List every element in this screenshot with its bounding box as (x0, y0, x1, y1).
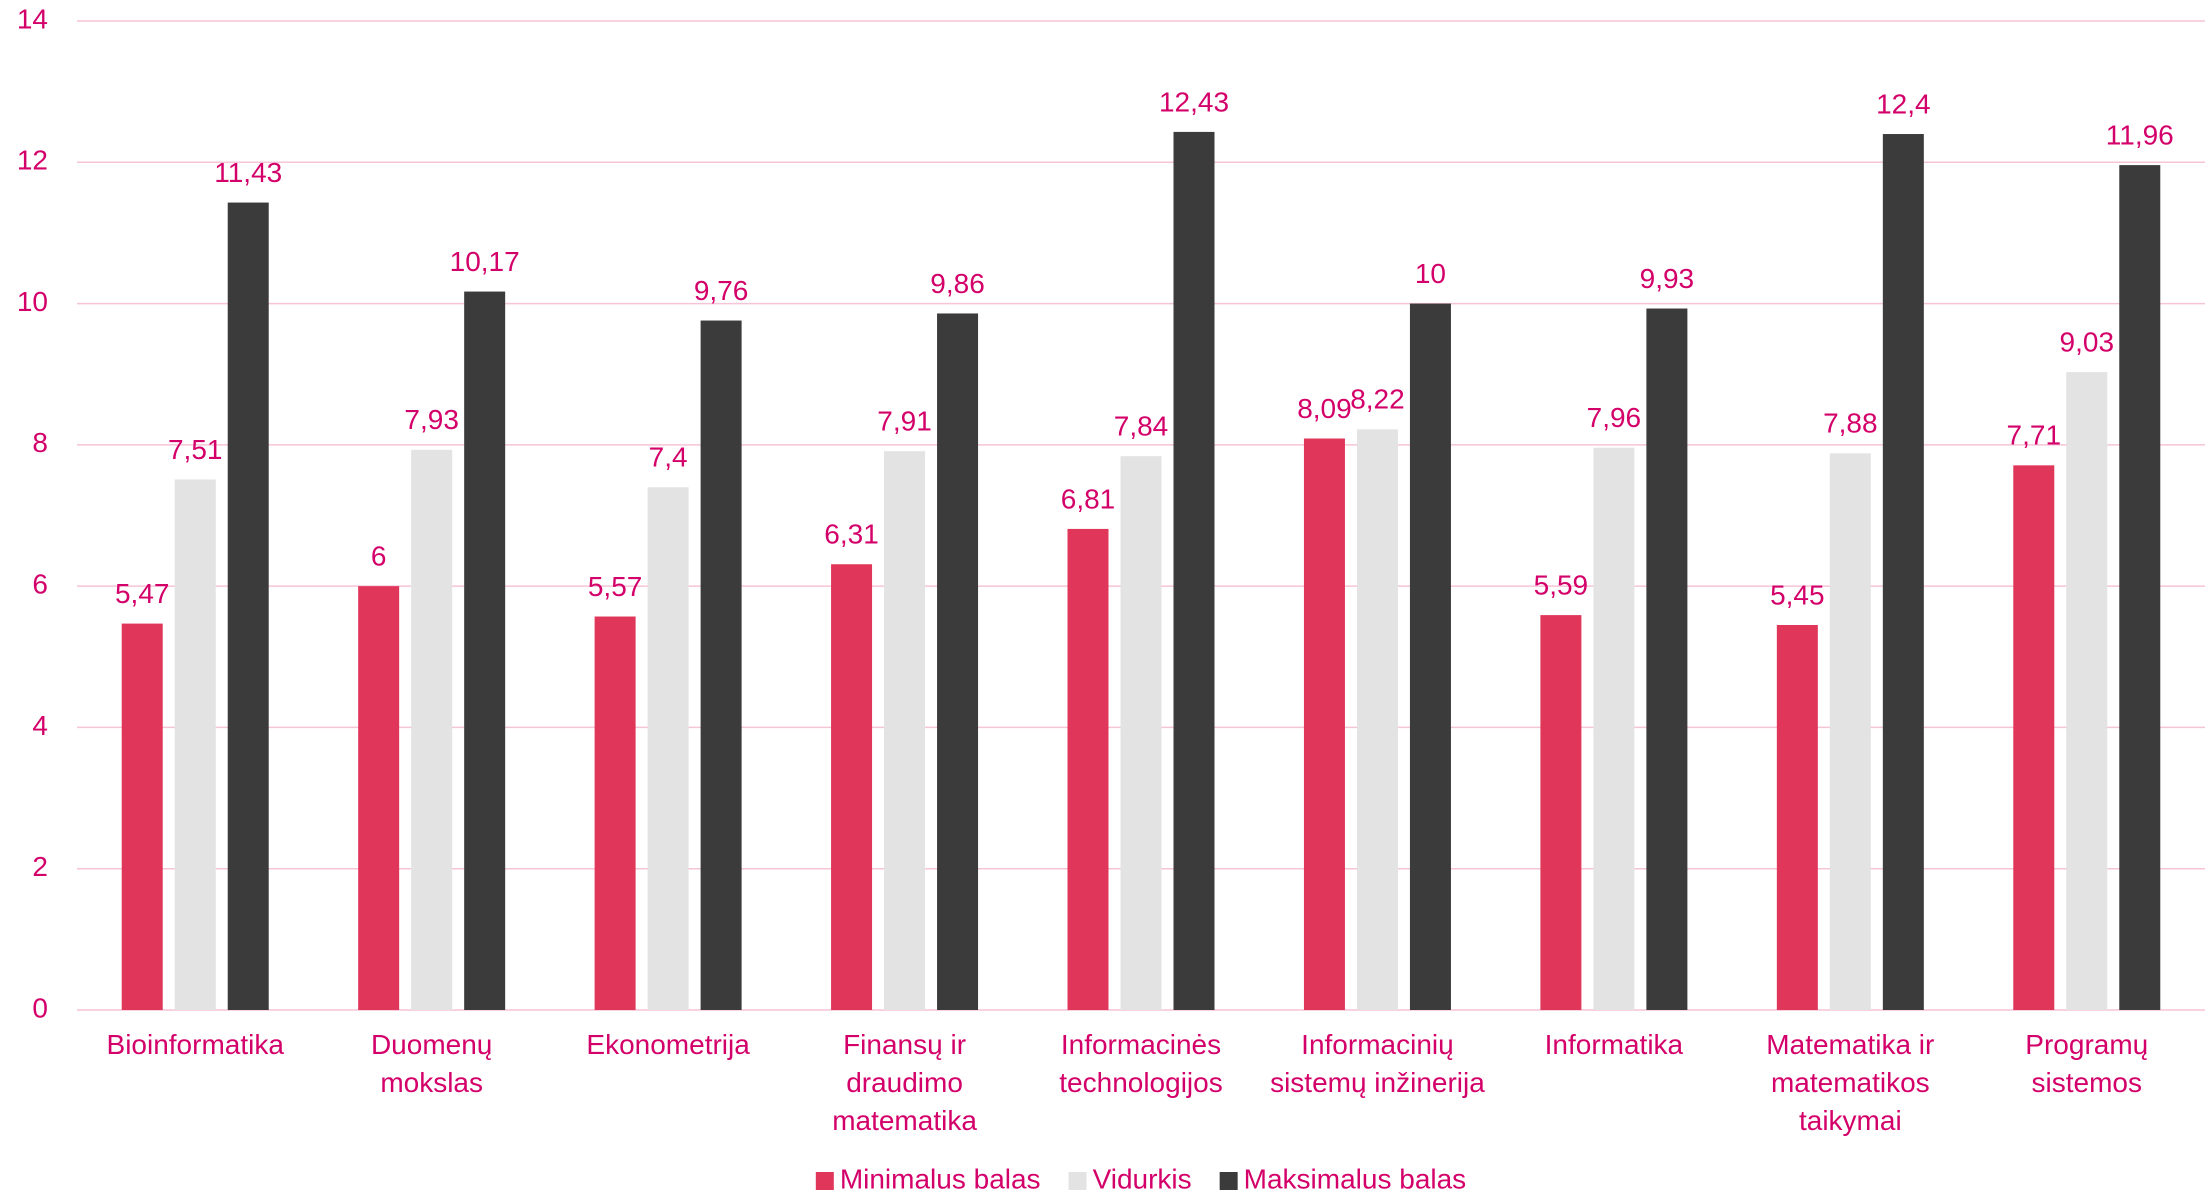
y-tick-label: 0 (32, 992, 48, 1023)
data-label: 6,81 (1061, 483, 1116, 514)
label-line: Informatika (1545, 1029, 1684, 1060)
x-tick-label: Bioinformatika (107, 1029, 285, 1060)
legend-label: Vidurkis (1093, 1163, 1192, 1194)
label-line: taikymai (1799, 1105, 1902, 1136)
data-label: 7,4 (649, 442, 688, 473)
bar (411, 449, 453, 1011)
data-label: 11,43 (214, 157, 282, 188)
bar (1882, 134, 1924, 1010)
bar (1303, 438, 1345, 1011)
y-tick-label: 4 (32, 710, 48, 741)
legend-swatch (1068, 1172, 1087, 1190)
data-label: 5,57 (588, 571, 643, 602)
label-line: Informacinės (1061, 1029, 1221, 1060)
bar (831, 564, 873, 1010)
bar (174, 479, 216, 1010)
bar (358, 586, 400, 1010)
bar (1356, 429, 1398, 1011)
bar (2119, 165, 2161, 1010)
label-line: matematika (832, 1105, 977, 1136)
bar (647, 487, 689, 1010)
y-tick-label: 6 (32, 569, 48, 600)
x-tick-label: Informacinės technologijos (1059, 1029, 1222, 1098)
data-label: 9,03 (2060, 326, 2115, 357)
bar (1120, 456, 1162, 1010)
label-line: Bioinformatika (107, 1029, 285, 1060)
bar (1067, 528, 1109, 1010)
data-label: 6,31 (824, 519, 879, 550)
data-label: 8,09 (1297, 393, 1352, 424)
y-tick-label: 2 (32, 851, 48, 882)
data-label: 12,4 (1876, 88, 1931, 119)
bar (1829, 453, 1871, 1010)
label-line: Finansų ir (843, 1029, 966, 1060)
legend: Minimalus balas Vidurkis Maksimalus balas (815, 1163, 1467, 1194)
data-label: 5,59 (1534, 569, 1589, 600)
bar (464, 291, 506, 1010)
label-line: Ekonometrija (586, 1029, 750, 1060)
bar (1409, 303, 1451, 1011)
bar (1593, 447, 1635, 1010)
legend-swatch (815, 1172, 834, 1190)
bar (2066, 372, 2108, 1011)
data-label: 10,17 (450, 246, 520, 277)
x-tick-label: Informatika (1545, 1029, 1684, 1060)
data-label: 9,86 (930, 268, 985, 299)
data-label: 8,22 (1350, 384, 1405, 415)
data-label: 9,93 (1640, 263, 1695, 294)
x-tick-label: Ekonometrija (586, 1029, 750, 1060)
bar (884, 451, 926, 1011)
bar (2013, 465, 2055, 1010)
data-label: 10 (1415, 258, 1446, 289)
legend-swatch (1219, 1172, 1238, 1190)
label-line: Programų (2025, 1029, 2148, 1060)
bar (937, 313, 979, 1010)
data-label: 7,71 (2007, 420, 2062, 451)
label-line: Informacinių (1301, 1029, 1454, 1060)
x-tick-label: Duomenų mokslas (371, 1029, 492, 1098)
y-tick-label: 14 (17, 3, 48, 34)
label-line: Duomenų (371, 1029, 492, 1060)
data-label: 7,84 (1114, 411, 1169, 442)
data-label: 7,93 (404, 404, 459, 435)
x-tick-label: Informacinių sistemų inžinerija (1270, 1029, 1485, 1098)
bar (1646, 308, 1688, 1010)
x-tick-label: Finansų ir draudimo matematika (832, 1029, 977, 1136)
legend-label: Minimalus balas (840, 1163, 1041, 1194)
data-label: 7,51 (168, 434, 223, 465)
bar (1540, 615, 1582, 1010)
bar (594, 616, 636, 1010)
data-label: 7,91 (877, 406, 932, 437)
label-line: sistemų inžinerija (1270, 1067, 1485, 1098)
bar (121, 623, 163, 1010)
bar (227, 202, 269, 1011)
y-tick-label: 12 (17, 145, 48, 176)
bar (1173, 131, 1215, 1010)
data-label: 7,96 (1587, 402, 1642, 433)
x-tick-label: Programų sistemos (2025, 1029, 2148, 1098)
y-tick-label: 8 (32, 427, 48, 458)
label-line: mokslas (380, 1067, 483, 1098)
data-label: 5,45 (1770, 579, 1825, 610)
data-label: 11,96 (2106, 120, 2174, 151)
data-label: 7,88 (1823, 408, 1878, 439)
bar (700, 320, 742, 1010)
label-line: draudimo (846, 1067, 963, 1098)
data-label: 5,47 (115, 578, 170, 609)
y-tick-label: 10 (17, 286, 48, 317)
legend-label: Maksimalus balas (1244, 1163, 1467, 1194)
data-label: 6 (371, 541, 387, 572)
data-label: 9,76 (694, 275, 749, 306)
bar (1776, 624, 1818, 1010)
data-label: 12,43 (1159, 86, 1229, 117)
label-line: Matematika ir (1766, 1029, 1934, 1060)
label-line: technologijos (1059, 1067, 1222, 1098)
label-line: sistemos (2032, 1067, 2142, 1098)
label-line: matematikos (1771, 1067, 1930, 1098)
x-tick-label: Matematika ir matematikos taikymai (1766, 1029, 1934, 1136)
